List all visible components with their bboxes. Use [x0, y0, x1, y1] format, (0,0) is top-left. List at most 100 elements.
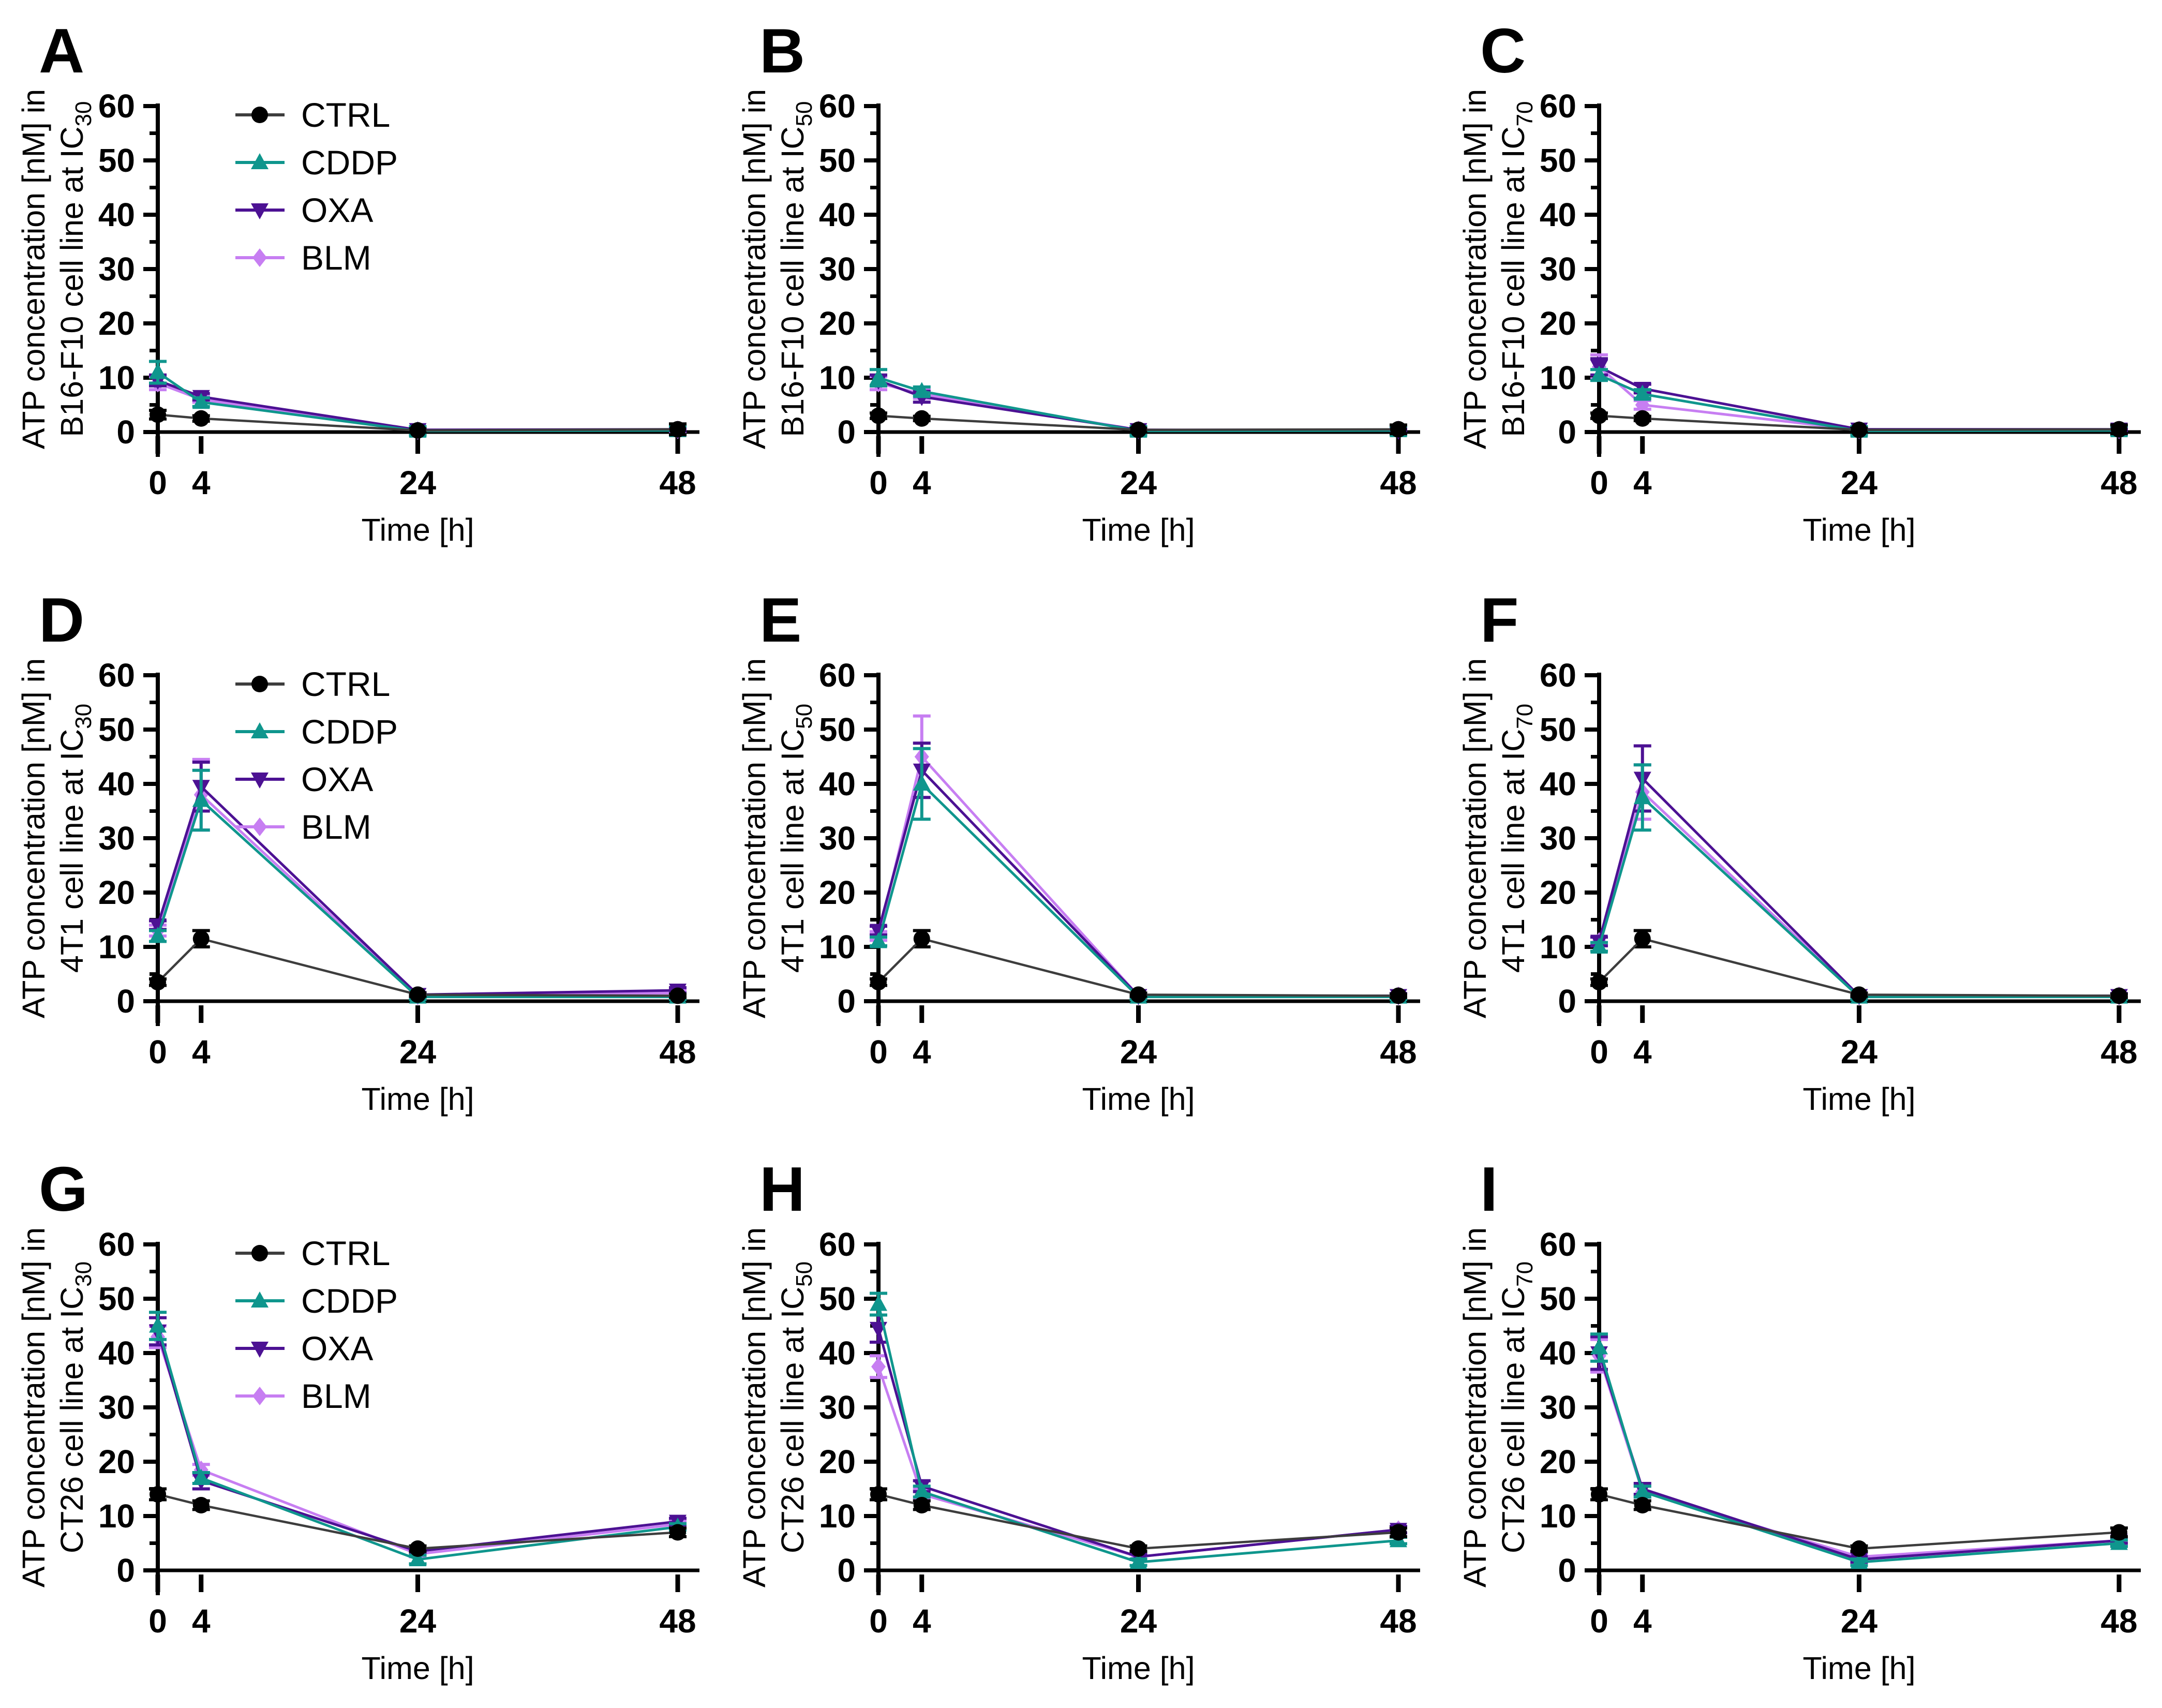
- point-CDDP: [1633, 384, 1651, 401]
- point-CTRL: [1390, 421, 1407, 438]
- point-CDDP: [192, 1468, 210, 1485]
- y-tick-label: 40: [819, 765, 856, 803]
- y-tick-label: 50: [819, 142, 856, 179]
- y-tick-label: 30: [819, 820, 856, 857]
- panel-D: D 0 10 20 30 40 50 60 0 4 24 48 Time [h] ATP concentr…: [0, 569, 721, 1138]
- legend-marker-BLM: [252, 1387, 267, 1405]
- y-tick-label: 60: [1540, 1226, 1576, 1263]
- series-OXA: [149, 761, 687, 1004]
- y-axis-title: ATP concentration [nM] in B16-F10 cell li…: [1457, 89, 1538, 449]
- point-CDDP: [192, 791, 210, 807]
- panel-C: C 0 10 20 30 40 50 60 0 4 24 48 Time [h] ATP concentr…: [1441, 0, 2162, 569]
- y-tick-label: 50: [1540, 1280, 1576, 1317]
- legend-marker-CTRL: [251, 107, 268, 123]
- point-CDDP: [913, 775, 931, 791]
- y-tick-label: 30: [98, 250, 135, 288]
- x-tick-label: 48: [659, 464, 696, 501]
- y-tick-label: 20: [98, 305, 135, 342]
- legend: CTRL CDDP OXA BLM: [235, 96, 398, 277]
- series-CTRL: [870, 929, 1407, 1004]
- y-axis-title: ATP concentration [nM] in 4T1 cell line a…: [737, 658, 817, 1018]
- y-axis: 0 10 20 30 40 50 60: [1540, 1226, 1601, 1595]
- y-tick-label: 10: [98, 1497, 135, 1535]
- point-CTRL: [870, 407, 887, 424]
- point-CTRL: [669, 1524, 686, 1541]
- y-axis-title-line2: B16-F10 cell line at IC30: [54, 101, 96, 437]
- y-tick-label: 20: [819, 874, 856, 911]
- series-BLM: [1590, 1338, 2128, 1566]
- legend-label: BLM: [301, 239, 371, 277]
- panel-letter: B: [759, 16, 805, 86]
- y-tick-label: 20: [98, 874, 135, 911]
- point-CTRL: [913, 410, 930, 427]
- point-CTRL: [1591, 974, 1607, 991]
- legend-item-CTRL: CTRL: [235, 665, 390, 703]
- y-tick-label: 0: [1558, 413, 1576, 451]
- y-tick-label: 10: [1540, 1497, 1576, 1535]
- y-tick-label: 60: [819, 657, 856, 694]
- point-CTRL: [409, 422, 426, 439]
- legend: CTRL CDDP OXA BLM: [235, 665, 398, 846]
- point-CTRL: [2111, 1524, 2127, 1541]
- y-tick-label: 60: [98, 87, 135, 125]
- point-CDDP: [1590, 365, 1608, 382]
- y-tick-label: 50: [98, 1280, 135, 1317]
- point-CTRL: [192, 930, 210, 947]
- legend-item-OXA: OXA: [235, 191, 373, 229]
- panel-letter: D: [39, 585, 84, 655]
- legend-marker-OXA: [251, 773, 269, 789]
- panel-letter: H: [759, 1154, 805, 1224]
- x-tick-label: 0: [869, 464, 888, 501]
- y-tick-label: 50: [819, 711, 856, 748]
- y-tick-label: 40: [98, 765, 135, 803]
- legend-item-CDDP: CDDP: [235, 712, 398, 751]
- series-CDDP: [1590, 763, 2128, 1004]
- y-tick-label: 10: [819, 359, 856, 396]
- x-tick-label: 0: [148, 1602, 167, 1640]
- legend-label: CTRL: [301, 665, 390, 703]
- y-axis-title: ATP concentration [nM] in CT26 cell line …: [16, 1227, 96, 1587]
- legend-label: OXA: [301, 760, 373, 798]
- y-tick-label: 20: [819, 1443, 856, 1480]
- point-CDDP: [1590, 938, 1608, 954]
- x-axis-title: Time [h]: [1082, 1651, 1195, 1686]
- point-CDDP: [870, 932, 887, 948]
- x-tick-label: 4: [913, 464, 931, 501]
- panel-A: A 0 10 20 30 40 50 60 0 4 24 48 Time [h] ATP concentr…: [0, 0, 721, 569]
- panel-E: E 0 10 20 30 40 50 60 0 4 24 48 Time [h] ATP concentr…: [721, 569, 1441, 1138]
- legend-label: BLM: [301, 1377, 371, 1415]
- y-tick-label: 10: [98, 359, 135, 396]
- y-axis-title: ATP concentration [nM] in CT26 cell line …: [1457, 1227, 1538, 1587]
- legend-label: CTRL: [301, 1234, 390, 1272]
- legend-marker-CDDP: [251, 722, 269, 738]
- y-tick-label: 10: [819, 1497, 856, 1535]
- x-axis: 0 4 24 48 Time [h]: [148, 430, 699, 547]
- y-tick-label: 0: [837, 413, 856, 451]
- point-CTRL: [1130, 1540, 1147, 1557]
- y-axis-title-line2: CT26 cell line at IC50: [775, 1261, 817, 1553]
- y-tick-label: 10: [1540, 359, 1576, 396]
- y-axis-title: ATP concentration [nM] in CT26 cell line …: [737, 1227, 817, 1587]
- y-tick-label: 30: [819, 1389, 856, 1426]
- point-CDDP: [1129, 1553, 1147, 1569]
- panel-G: G 0 10 20 30 40 50 60 0 4 24 48 Time [h] ATP concentr…: [0, 1138, 721, 1707]
- point-CTRL: [1634, 930, 1651, 947]
- series-OXA: [870, 741, 1407, 1005]
- series-CTRL: [149, 406, 687, 439]
- series-CTRL: [870, 407, 1407, 438]
- series-CTRL: [870, 1486, 1407, 1557]
- series-CDDP: [149, 1311, 687, 1566]
- y-tick-label: 40: [819, 196, 856, 233]
- y-tick-label: 0: [837, 1552, 856, 1589]
- y-tick-label: 40: [1540, 1334, 1576, 1372]
- y-tick-label: 60: [1540, 657, 1576, 694]
- point-CDDP: [149, 363, 167, 379]
- x-tick-label: 4: [1633, 464, 1652, 501]
- y-tick-label: 20: [98, 1443, 135, 1480]
- point-CTRL: [1130, 421, 1147, 438]
- x-tick-label: 24: [1841, 1033, 1878, 1071]
- x-tick-label: 48: [1380, 1602, 1417, 1640]
